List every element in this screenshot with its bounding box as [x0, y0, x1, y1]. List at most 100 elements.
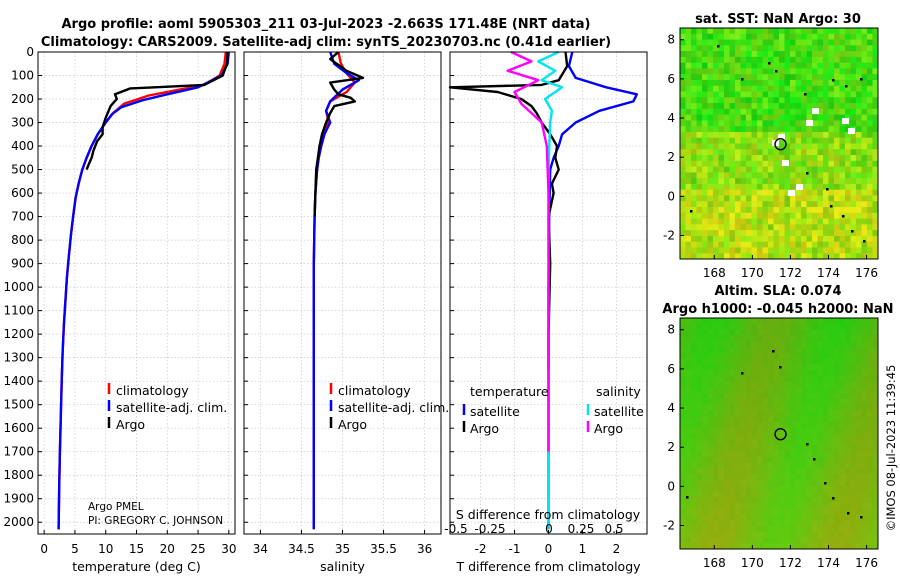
heatmap-cell: [784, 253, 791, 260]
heatmap-cell: [801, 439, 807, 446]
heatmap-cell: [724, 28, 730, 35]
heatmap-cell: [735, 241, 741, 248]
heatmap-cell: [872, 178, 879, 185]
heatmap-cell: [768, 51, 774, 58]
heatmap-cell: [817, 85, 824, 92]
heatmap-cell: [828, 230, 835, 237]
heatmap-cell: [773, 491, 780, 498]
heatmap-cell: [751, 68, 758, 75]
heatmap-cell: [707, 160, 714, 168]
heatmap-cell: [850, 525, 857, 533]
heatmap-cell: [845, 520, 851, 527]
heatmap-cell: [735, 247, 741, 254]
heatmap-cell: [817, 207, 824, 214]
heatmap-cell: [696, 195, 703, 202]
heatmap-cell: [773, 341, 780, 348]
heatmap-cell: [856, 369, 862, 377]
island-dot: [851, 230, 854, 233]
heatmap-cell: [823, 531, 829, 538]
heatmap-cell: [812, 224, 818, 231]
heatmap-cell: [812, 103, 818, 110]
heatmap-cell: [724, 543, 730, 550]
heatmap-cell: [740, 456, 747, 463]
heatmap-cell: [867, 56, 873, 64]
heatmap-cell: [762, 189, 769, 196]
heatmap-cell: [762, 126, 769, 133]
heatmap-cell: [828, 473, 835, 481]
heatmap-cell: [680, 381, 686, 388]
heatmap-cell: [861, 230, 868, 237]
heatmap-cell: [812, 143, 818, 150]
map-x-tick-label: 170: [741, 266, 764, 280]
x-tick-label: 10: [98, 542, 113, 556]
heatmap-cell: [845, 450, 851, 458]
heatmap-cell: [707, 537, 714, 544]
y-tick-label: 600: [11, 186, 34, 200]
heatmap-cell: [812, 56, 818, 64]
heatmap-cell: [845, 318, 851, 325]
heatmap-cell: [812, 253, 818, 260]
heatmap-cell: [845, 473, 851, 481]
heatmap-cell: [806, 51, 813, 58]
y-tick-label: 100: [11, 69, 34, 83]
heatmap-cell: [707, 531, 714, 538]
heatmap-cell: [867, 45, 873, 52]
heatmap-cell: [823, 491, 829, 498]
heatmap-cell: [762, 473, 769, 481]
heatmap-cell: [713, 537, 719, 544]
heatmap-cell: [691, 323, 697, 330]
heatmap-cell: [762, 183, 769, 191]
heatmap-cell: [839, 91, 846, 98]
heatmap-cell: [691, 497, 697, 504]
heatmap-cell: [801, 160, 807, 168]
heatmap-cell: [685, 97, 692, 104]
heatmap-cell: [779, 137, 785, 144]
heatmap-cell: [823, 381, 829, 388]
heatmap-cell: [779, 172, 785, 179]
heatmap-cell: [680, 450, 686, 458]
heatmap-cell: [746, 126, 752, 133]
heatmap-cell: [702, 387, 708, 394]
heatmap-cell: [729, 201, 736, 208]
heatmap-cell: [757, 160, 763, 168]
heatmap-cell: [713, 28, 719, 35]
heatmap-cell: [779, 114, 785, 121]
heatmap-cell: [724, 230, 730, 237]
heatmap-cell: [713, 329, 719, 336]
heatmap-cell: [867, 346, 873, 354]
heatmap-cell: [861, 433, 868, 440]
heatmap-cell: [680, 445, 686, 452]
heatmap-cell: [812, 462, 818, 469]
heatmap-cell: [779, 456, 785, 463]
heatmap-cell: [867, 241, 873, 248]
heatmap-cell: [757, 62, 763, 69]
heatmap-cell: [839, 346, 846, 354]
heatmap-cell: [740, 462, 747, 469]
heatmap-cell: [713, 195, 719, 202]
heatmap-cell: [702, 149, 708, 156]
heatmap-cell: [872, 91, 879, 98]
heatmap-cell: [784, 416, 791, 423]
heatmap-cell: [801, 120, 807, 127]
heatmap-cell: [702, 120, 708, 127]
heatmap-cell: [850, 514, 857, 521]
heatmap-cell: [751, 421, 758, 429]
heatmap-cell: [751, 189, 758, 196]
heatmap-cell: [702, 195, 708, 202]
heatmap-cell: [713, 247, 719, 254]
heatmap-cell: [801, 531, 807, 538]
y-tick-label: 200: [11, 92, 34, 106]
heatmap-cell: [839, 207, 846, 214]
heatmap-cell: [751, 183, 758, 191]
island-dot: [832, 497, 835, 500]
heatmap-cell: [828, 450, 835, 458]
heatmap-cell: [729, 537, 736, 544]
heatmap-cell: [784, 79, 791, 87]
heatmap-cell: [685, 398, 692, 406]
heatmap-cell: [861, 393, 868, 400]
heatmap-cell: [762, 318, 769, 325]
heatmap-cell: [779, 329, 785, 336]
heatmap-cell: [718, 462, 725, 469]
heatmap-cell: [746, 462, 752, 469]
heatmap-cell: [718, 525, 725, 533]
